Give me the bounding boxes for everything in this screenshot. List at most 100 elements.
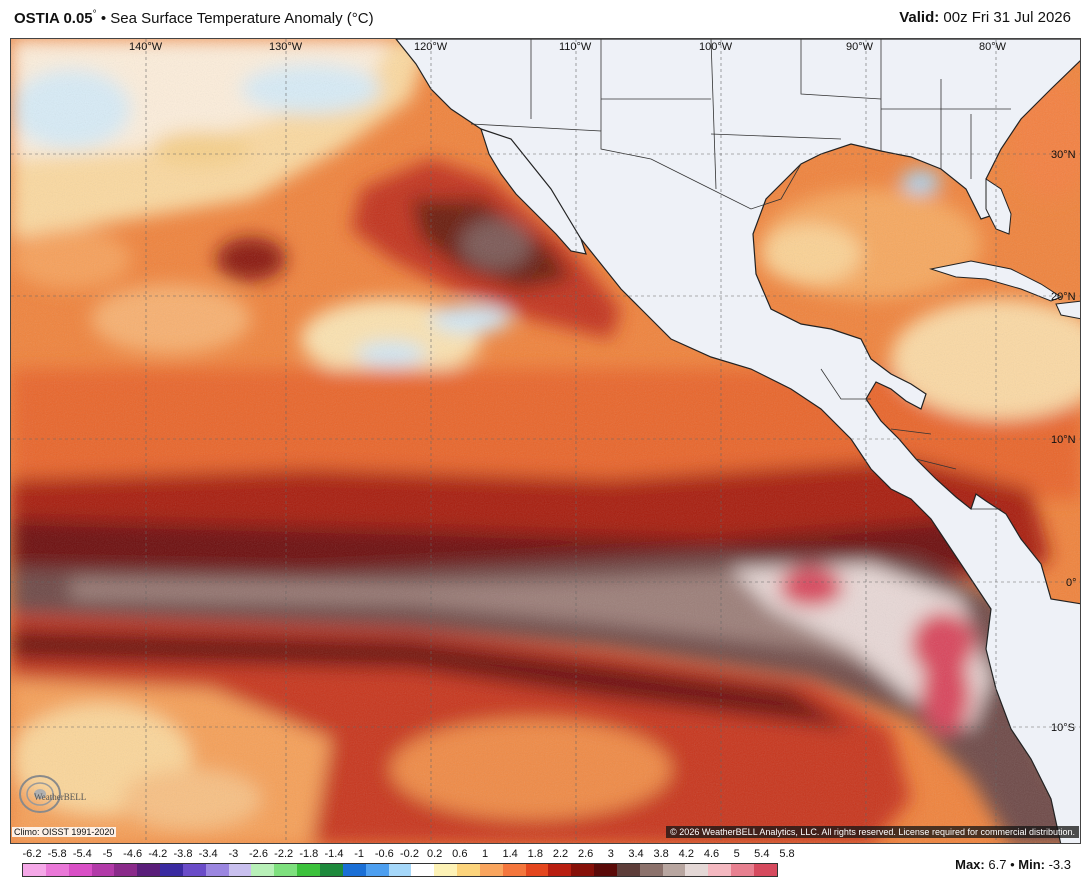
- colorbar: [22, 863, 778, 877]
- colorbar-swatch: [137, 864, 161, 876]
- colorbar-tick-label: -2.6: [249, 848, 268, 860]
- colorbar-tick-label: -4.6: [123, 848, 143, 860]
- colorbar-swatch: [182, 864, 206, 876]
- header: OSTIA 0.05° • Sea Surface Temperature An…: [0, 0, 1091, 38]
- colorbar-tick-label: -0.2: [400, 848, 419, 860]
- colorbar-swatch: [228, 864, 252, 876]
- colorbar-tick-label: -4.2: [148, 848, 168, 860]
- map-canvas: 140°W 130°W 120°W 110°W 100°W 90°W 80°W …: [11, 39, 1080, 843]
- colorbar-swatch: [114, 864, 138, 876]
- colorbar-tick-label: 3.4: [628, 848, 644, 860]
- colorbar-tick-label: -5: [102, 848, 113, 860]
- bullet: •: [100, 10, 107, 27]
- valid-time: Valid: 00z Fri 31 Jul 2026: [899, 9, 1071, 26]
- colorbar-ticks: -6.2 -5.8 -5.4 -5 -4.6 -4.2 -3.8 -3.4 -3 -2.6 -2.2…: [12, 848, 795, 862]
- colorbar-tick-label: 0.2: [427, 848, 443, 860]
- colorbar-swatch: [297, 864, 320, 876]
- copyright-notice: © 2026 WeatherBELL Analytics, LLC. All r…: [666, 826, 1079, 838]
- colorbar-tick-label: -3: [228, 848, 239, 860]
- logo-text: WeatherBELL: [34, 792, 86, 802]
- longitude-labels: 140°W 130°W 120°W 110°W 100°W 90°W 80°W: [129, 41, 1007, 53]
- lon-label-80w: 80°W: [979, 41, 1007, 53]
- colorbar-swatch: [639, 864, 663, 876]
- land-north-america: [395, 39, 1080, 843]
- lon-label-110w: 110°W: [559, 41, 592, 53]
- degree-mark: °: [92, 9, 97, 20]
- colorbar-swatch: [502, 864, 526, 876]
- product-name: Sea Surface Temperature Anomaly (°C): [110, 10, 374, 27]
- weatherbell-logo: WeatherBELL: [16, 770, 110, 820]
- colorbar-swatch: [594, 864, 617, 876]
- colorbar-swatch: [68, 864, 92, 876]
- colorbar-swatch: [754, 864, 777, 876]
- graticule: [11, 39, 1080, 843]
- colorbar-swatch: [548, 864, 572, 876]
- colorbar-tick-label: 1: [481, 848, 489, 860]
- colorbar-tick-label: -5.4: [72, 848, 92, 860]
- lat-label-10n: 10°N: [1051, 434, 1076, 446]
- min-label: Min:: [1018, 857, 1045, 872]
- valid-time-value: 00z Fri 31 Jul 2026: [943, 9, 1071, 26]
- lat-label-10s: 10°S: [1051, 722, 1075, 734]
- colorbar-tick-label: -3.8: [173, 848, 193, 860]
- climo-note: Climo: OISST 1991-2020: [12, 827, 117, 837]
- map-title: OSTIA 0.05° • Sea Surface Temperature An…: [14, 9, 374, 27]
- colorbar-tick-label: 1.4: [502, 848, 518, 860]
- lon-label-120w: 120°W: [414, 41, 448, 53]
- latitude-labels: 30°N 20°N 10°N 0° 10°S: [1051, 149, 1077, 734]
- colorbar-swatch: [571, 864, 595, 876]
- colorbar-swatch: [91, 864, 115, 876]
- colorbar-tick-label: -1.8: [299, 848, 319, 860]
- colorbar-swatch: [479, 864, 503, 876]
- colorbar-swatch: [662, 864, 686, 876]
- colorbar-tick-label: -5.8: [47, 848, 67, 860]
- colorbar-tick-label: 0.6: [452, 848, 468, 860]
- colorbar-tick-label: 2.6: [578, 848, 594, 860]
- colorbar-swatch: [525, 864, 549, 876]
- lon-label-130w: 130°W: [269, 41, 303, 53]
- lon-label-140w: 140°W: [129, 41, 163, 53]
- colorbar-tick-label: -6.2: [22, 848, 42, 860]
- colorbar-swatch: [731, 864, 754, 876]
- colorbar-swatch: [251, 864, 275, 876]
- colorbar-swatch: [160, 864, 183, 876]
- colorbar-tick-label: -3.4: [198, 848, 218, 860]
- valid-label: Valid:: [899, 9, 940, 26]
- land-florida: [985, 178, 1012, 235]
- colorbar-tick-label: 5.8: [779, 848, 795, 860]
- logo-swirl-icon: WeatherBELL: [19, 775, 86, 813]
- colorbar-tick-label: 5.4: [754, 848, 770, 860]
- colorbar-tick-label: -2.2: [274, 848, 294, 860]
- lon-label-90w: 90°W: [846, 41, 874, 53]
- model-name: OSTIA 0.05: [14, 10, 93, 27]
- colorbar-tick-label: -1.4: [324, 848, 344, 860]
- max-min-readout: Max: 6.7 • Min: -3.3: [955, 857, 1071, 872]
- lon-label-100w: 100°W: [699, 41, 733, 53]
- colorbar-tick-label: 4.6: [703, 848, 720, 860]
- colorbar-swatch: [708, 864, 732, 876]
- colorbar-tick-label: 3.8: [653, 848, 669, 860]
- colorbar-tick-label: 5: [733, 848, 740, 860]
- colorbar-swatch: [434, 864, 458, 876]
- colorbar-tick-label: 1.8: [527, 848, 543, 860]
- colorbar-swatch: [388, 864, 412, 876]
- colorbar-swatch: [365, 864, 389, 876]
- colorbar-swatch: [685, 864, 709, 876]
- colorbar-tick-label: 2.2: [552, 848, 569, 860]
- colorbar-swatch: [616, 864, 640, 876]
- colorbar-tick-label: 3: [607, 848, 614, 860]
- lat-label-20n: 20°N: [1051, 291, 1076, 303]
- lat-label-0: 0°: [1066, 577, 1077, 589]
- colorbar-swatch: [205, 864, 229, 876]
- sst-anomaly-map: 140°W 130°W 120°W 110°W 100°W 90°W 80°W …: [10, 38, 1081, 844]
- max-label: Max:: [955, 857, 985, 872]
- colorbar-swatch: [342, 864, 366, 876]
- colorbar-swatch: [411, 864, 435, 876]
- colorbar-swatch: [45, 864, 69, 876]
- colorbar-swatch: [457, 864, 480, 876]
- colorbar-swatch: [274, 864, 298, 876]
- colorbar-tick-label: 4.2: [678, 848, 694, 860]
- colorbar-swatch: [23, 864, 46, 876]
- lat-label-30n: 30°N: [1051, 149, 1076, 161]
- max-value: 6.7: [988, 857, 1007, 872]
